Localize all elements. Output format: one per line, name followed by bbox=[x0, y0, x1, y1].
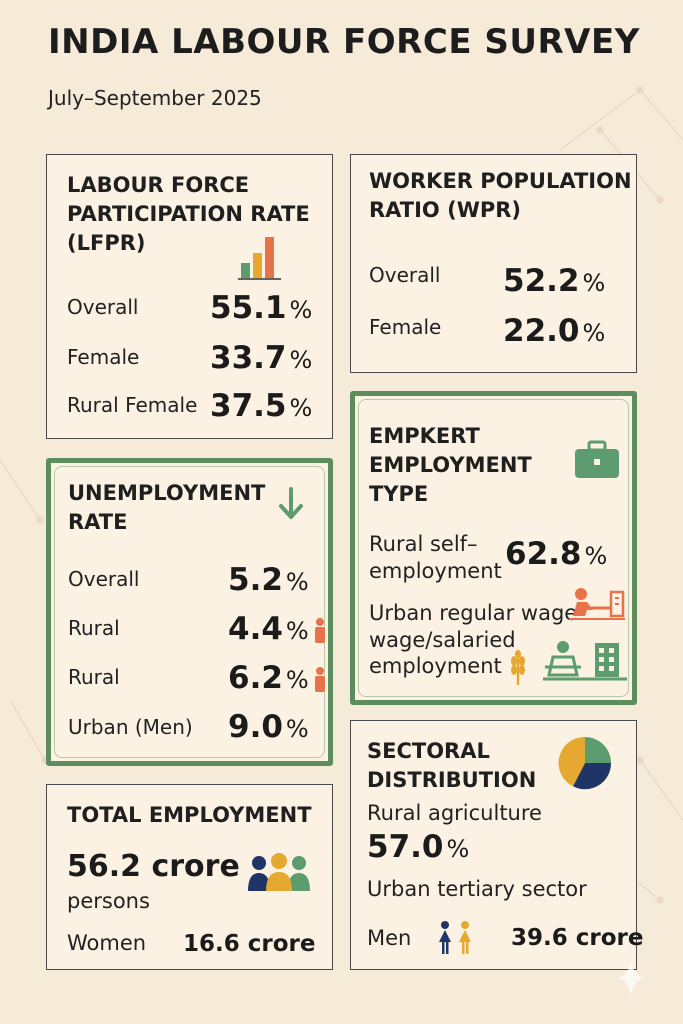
unemployment-rural-2-value: 6.2% bbox=[228, 660, 309, 696]
lfpr-overall-label: Overall bbox=[67, 295, 139, 319]
urban-wage-label-line1: Urban regular wage bbox=[369, 601, 578, 625]
briefcase-icon bbox=[575, 440, 619, 478]
arrow-down-icon bbox=[279, 487, 303, 519]
rural-agriculture-label: Rural agriculture bbox=[367, 801, 542, 825]
unemployment-heading-line2: RATE bbox=[68, 510, 128, 534]
women-label: Women bbox=[67, 931, 147, 955]
urban-tertiary-label: Urban tertiary sector bbox=[367, 877, 587, 901]
lfpr-heading-line1: LABOUR FORCE bbox=[67, 173, 250, 197]
employment-type-heading-line3: TYPE bbox=[369, 482, 429, 506]
worker-at-desk-icon bbox=[569, 588, 625, 620]
unemployment-rural-label: Rural bbox=[68, 616, 120, 640]
women-value: 16.6 crore bbox=[183, 931, 316, 957]
rural-agriculture-value: 57.0% bbox=[367, 829, 470, 865]
wpr-overall-label: Overall bbox=[369, 263, 441, 287]
total-employment-unit-label: persons bbox=[67, 889, 150, 913]
employment-type-card: EMPKERT EMPLOYMENT TYPE Rural self– empl… bbox=[350, 391, 637, 705]
unemployment-overall-label: Overall bbox=[68, 567, 140, 591]
wpr-heading-line1: WORKER POPULATION bbox=[369, 169, 632, 193]
sectoral-heading-line1: SECTORAL bbox=[367, 739, 490, 763]
employment-type-heading-line1: EMPKERT bbox=[369, 424, 480, 448]
office-worker-building-icon bbox=[543, 641, 627, 681]
unemployment-urban-men-value: 9.0% bbox=[228, 709, 309, 745]
men-value: 39.6 crore bbox=[511, 925, 644, 951]
wpr-heading-line2: RATIO (WPR) bbox=[369, 198, 522, 222]
lfpr-female-value: 33.7% bbox=[210, 340, 313, 376]
sparkle-icon bbox=[617, 960, 645, 996]
unemployment-rural-value: 4.4% bbox=[228, 611, 309, 647]
urban-wage-label-line3: employment bbox=[369, 654, 502, 678]
man-woman-icon bbox=[439, 921, 471, 954]
wpr-card: WORKER POPULATION RATIO (WPR) Overall 52… bbox=[350, 154, 637, 373]
person-icon bbox=[315, 618, 325, 643]
lfpr-heading-line3: (LFPR) bbox=[67, 231, 146, 255]
bar-chart-icon bbox=[238, 237, 281, 280]
unemployment-rural-2-label: Rural bbox=[68, 665, 120, 689]
people-group-icon bbox=[248, 853, 310, 891]
employment-type-heading-line2: EMPLOYMENT bbox=[369, 453, 532, 477]
men-label: Men bbox=[367, 926, 412, 950]
lfpr-rural-female-label: Rural Female bbox=[67, 393, 198, 417]
wheat-icon bbox=[511, 650, 525, 685]
lfpr-heading-line2: PARTICIPATION RATE bbox=[67, 202, 310, 226]
rural-self-employment-label-line2: employment bbox=[369, 559, 502, 583]
unemployment-overall-value: 5.2% bbox=[228, 562, 309, 598]
lfpr-overall-value: 55.1% bbox=[210, 290, 313, 326]
rural-self-employment-label-line1: Rural self– bbox=[369, 532, 478, 556]
person-icon bbox=[315, 667, 325, 692]
sectoral-distribution-card: SECTORAL DISTRIBUTION Rural agriculture … bbox=[350, 720, 643, 970]
page-title: INDIA LABOUR FORCE SURVEY bbox=[48, 22, 640, 62]
wpr-female-label: Female bbox=[369, 315, 442, 339]
pie-chart-icon bbox=[558, 736, 612, 790]
wpr-female-value: 22.0% bbox=[503, 313, 606, 349]
page-subtitle: July–September 2025 bbox=[48, 86, 262, 110]
lfpr-female-label: Female bbox=[67, 345, 140, 369]
sectoral-heading-line2: DISTRIBUTION bbox=[367, 768, 537, 792]
urban-wage-label-line2: wage/salaried bbox=[369, 628, 516, 652]
total-employment-heading: TOTAL EMPLOYMENT bbox=[67, 803, 312, 827]
lfpr-card: LABOUR FORCE PARTICIPATION RATE (LFPR) O… bbox=[46, 154, 333, 439]
unemployment-card: UNEMPLOYMENT RATE Overall 5.2% Rural 4.4… bbox=[46, 458, 333, 766]
wpr-overall-value: 52.2% bbox=[503, 263, 606, 299]
rural-self-employment-value: 62.8% bbox=[505, 536, 608, 572]
unemployment-urban-men-label: Urban (Men) bbox=[68, 715, 193, 739]
total-employment-value: 56.2 crore bbox=[67, 849, 240, 884]
unemployment-heading-line1: UNEMPLOYMENT bbox=[68, 481, 266, 505]
total-employment-card: TOTAL EMPLOYMENT 56.2 crore persons Wome… bbox=[46, 784, 333, 970]
lfpr-rural-female-value: 37.5% bbox=[210, 388, 313, 424]
